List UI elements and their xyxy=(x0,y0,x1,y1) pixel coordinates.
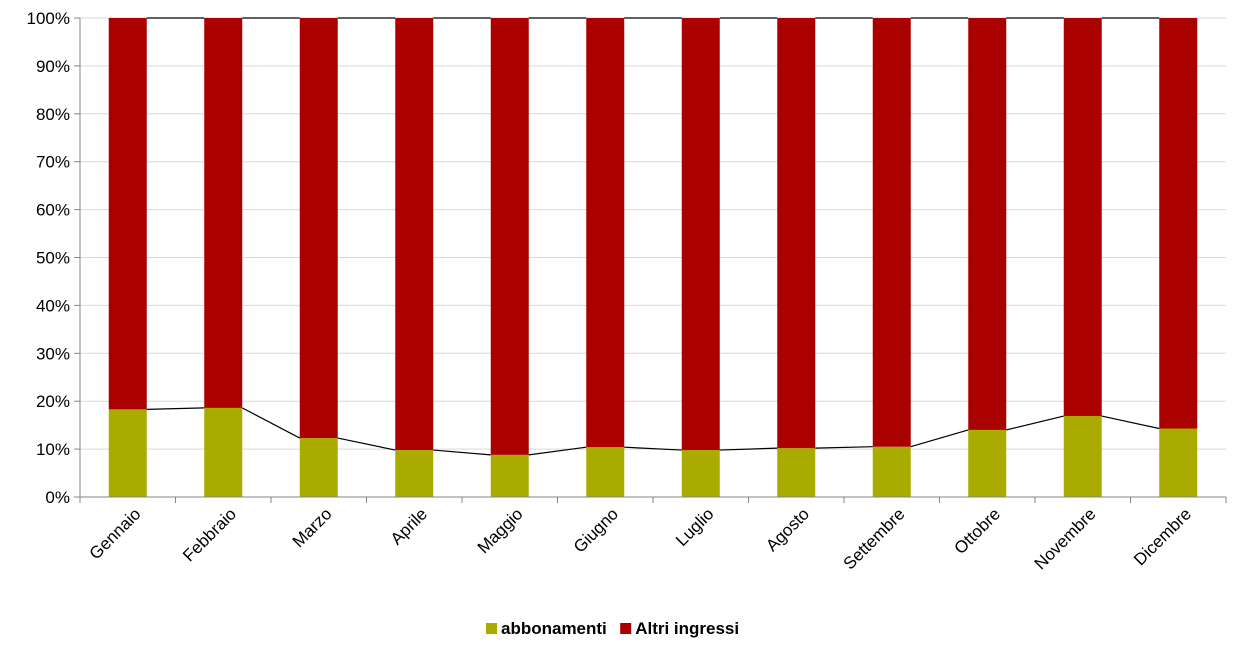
series-line-abbonamenti xyxy=(528,446,587,456)
bar-altri-ingressi xyxy=(872,18,911,447)
series-line-abbonamenti xyxy=(433,449,491,456)
series-line-abbonamenti xyxy=(146,407,205,410)
axes xyxy=(74,17,1227,503)
y-tick-label: 0% xyxy=(45,488,70,507)
y-tick-label: 70% xyxy=(36,153,70,172)
y-tick-label: 100% xyxy=(27,9,70,28)
x-tick-label: Agosto xyxy=(762,504,813,555)
y-tick-label: 20% xyxy=(36,392,70,411)
y-tick-label: 60% xyxy=(36,201,70,220)
bar-altri-ingressi xyxy=(586,18,625,448)
series-line-abbonamenti xyxy=(910,429,969,448)
legend-swatch xyxy=(486,623,497,634)
series-line-abbonamenti xyxy=(624,446,682,451)
bar-abbonamenti xyxy=(681,450,720,497)
x-tick-label: Maggio xyxy=(474,504,527,557)
y-tick-label: 80% xyxy=(36,105,70,124)
series-line-abbonamenti xyxy=(241,407,301,439)
bar-abbonamenti xyxy=(299,438,338,497)
bar-altri-ingressi xyxy=(299,18,338,439)
y-axis-tick-labels: 0% 10% 20% 30% 40% 50% 60% 70% 80% 90% 100% xyxy=(27,9,70,507)
y-tick-label: 40% xyxy=(36,296,70,315)
series-line-abbonamenti xyxy=(815,446,873,449)
y-tick-label: 50% xyxy=(36,249,70,268)
y-tick-label: 30% xyxy=(36,344,70,363)
bar-altri-ingressi xyxy=(1159,18,1198,429)
x-tick-label: Settembre xyxy=(840,504,909,573)
bar-altri-ingressi xyxy=(681,18,720,451)
bar-abbonamenti xyxy=(1159,428,1198,497)
x-tick-label: Luglio xyxy=(672,504,718,550)
bars xyxy=(108,18,1198,497)
x-tick-label: Febbraio xyxy=(179,504,240,565)
x-tick-label: Dicembre xyxy=(1130,504,1195,569)
bar-abbonamenti xyxy=(108,409,147,497)
x-tick-label: Marzo xyxy=(289,504,336,551)
x-tick-label: Giugno xyxy=(570,504,622,556)
legend-label: Altri ingressi xyxy=(635,619,739,638)
bar-abbonamenti xyxy=(968,429,1007,497)
x-tick-label: Ottobre xyxy=(951,504,1005,558)
bar-altri-ingressi xyxy=(1063,18,1102,417)
x-tick-label: Aprile xyxy=(387,504,431,548)
bar-abbonamenti xyxy=(490,454,529,497)
series-lines xyxy=(146,17,1160,456)
x-tick-label: Gennaio xyxy=(86,504,145,563)
bar-altri-ingressi xyxy=(395,18,434,451)
series-line-abbonamenti xyxy=(719,447,778,451)
legend-swatch xyxy=(620,623,632,634)
gridlines xyxy=(80,17,1226,450)
bar-abbonamenti xyxy=(204,407,243,497)
series-line-abbonamenti xyxy=(1006,415,1064,431)
bar-abbonamenti xyxy=(777,448,816,497)
bar-altri-ingressi xyxy=(108,18,147,410)
legend-label: abbonamenti xyxy=(501,619,607,638)
bar-altri-ingressi xyxy=(777,18,816,449)
bar-abbonamenti xyxy=(586,447,625,497)
bar-abbonamenti xyxy=(872,446,911,497)
x-axis-tick-labels: Gennaio Febbraio Marzo Aprile Maggio Giugno Lu… xyxy=(86,504,1195,573)
series-line-abbonamenti xyxy=(337,437,396,451)
y-tick-label: 90% xyxy=(36,57,70,76)
bar-altri-ingressi xyxy=(490,18,529,455)
bar-abbonamenti xyxy=(395,450,434,497)
legend: abbonamenti Altri ingressi xyxy=(486,619,739,638)
bar-altri-ingressi xyxy=(968,18,1007,430)
x-tick-label: Novembre xyxy=(1031,504,1100,573)
bar-altri-ingressi xyxy=(204,18,243,408)
series-line-abbonamenti xyxy=(1101,415,1160,430)
y-tick-label: 10% xyxy=(36,440,70,459)
bar-abbonamenti xyxy=(1063,416,1102,497)
